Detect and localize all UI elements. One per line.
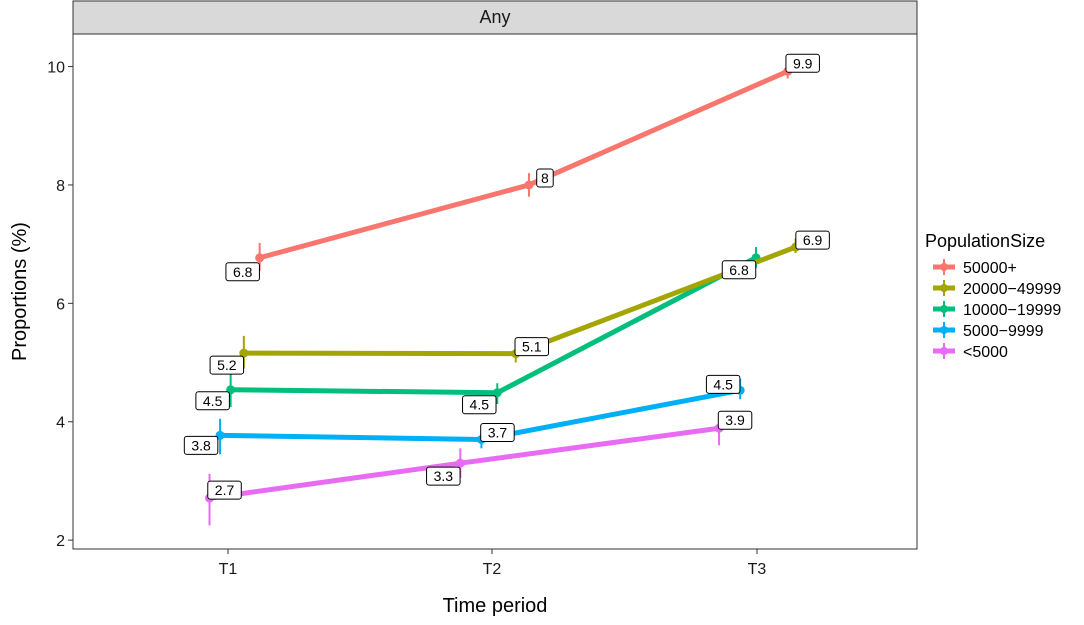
data-label-box (717, 410, 753, 430)
x-tick-label: T2 (483, 561, 502, 578)
data-label-box (514, 337, 550, 357)
y-axis-title: Proportions (%) (9, 222, 31, 361)
data-label-box (536, 168, 554, 188)
data-label: 4.5 (470, 397, 490, 413)
data-point (524, 180, 534, 190)
facet-label: Any (479, 7, 510, 27)
data-label-box (195, 391, 230, 411)
data-label: 3.7 (488, 424, 508, 440)
data-label-box (480, 422, 515, 442)
x-axis-title: Time period (443, 595, 548, 617)
legend-entry: 20000−49999 (963, 281, 1061, 298)
data-label: 3.8 (191, 437, 211, 453)
data-label-box (721, 260, 757, 280)
data-point (239, 348, 249, 358)
legend-entry: <5000 (963, 344, 1008, 361)
data-label: 6.8 (729, 262, 749, 278)
data-label: 5.1 (522, 339, 542, 355)
legend-entry: 50000+ (963, 260, 1017, 277)
data-point (492, 388, 502, 398)
data-label-box (209, 355, 245, 375)
y-tick-label: 6 (56, 296, 65, 313)
data-label-box (785, 53, 820, 73)
legend-key-point (940, 305, 948, 313)
legend-title: PopulationSize (925, 231, 1045, 251)
data-label-box (705, 374, 741, 394)
data-label: 4.5 (203, 393, 223, 409)
legend-key-point (940, 326, 948, 334)
data-label: 3.3 (434, 468, 454, 484)
data-label-box (462, 395, 497, 415)
data-label: 2.7 (215, 482, 235, 498)
data-label: 6.9 (803, 232, 823, 248)
y-tick-label: 10 (47, 60, 65, 77)
facet-strip (72, 0, 918, 35)
data-label-box (795, 230, 830, 250)
data-label: 5.2 (217, 357, 237, 373)
data-label-box (207, 480, 242, 500)
x-tick-label: T3 (748, 561, 767, 578)
plot-panel (72, 33, 918, 550)
data-label: 8 (541, 170, 549, 186)
data-label: 4.5 (713, 376, 733, 392)
x-tick-label: T1 (219, 561, 238, 578)
data-label: 3.9 (725, 412, 745, 428)
data-point (455, 458, 465, 468)
legend-entry: 5000−9999 (963, 323, 1044, 340)
data-label: 6.8 (233, 264, 253, 280)
y-tick-label: 2 (56, 533, 65, 550)
data-label-box (426, 466, 461, 486)
y-tick-label: 8 (56, 178, 65, 195)
legend-key-point (940, 347, 948, 355)
data-point (255, 253, 265, 263)
legend-key-point (940, 263, 948, 271)
legend-key-point (940, 284, 948, 292)
data-label-box (183, 435, 219, 455)
data-label-box (225, 262, 260, 282)
legend-entry: 10000−19999 (963, 302, 1061, 319)
y-tick-label: 4 (56, 415, 65, 432)
data-label: 9.9 (793, 55, 813, 71)
